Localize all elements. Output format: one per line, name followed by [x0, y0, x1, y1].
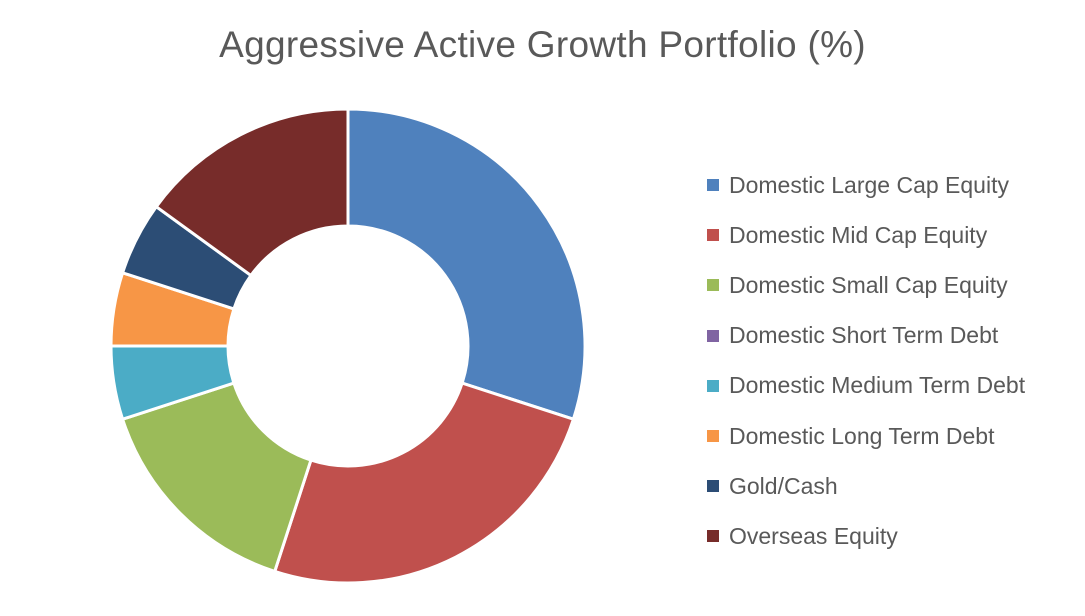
legend-item: Domestic Medium Term Debt — [707, 361, 1025, 411]
legend-label: Domestic Small Cap Equity — [729, 271, 1008, 298]
chart-title: Aggressive Active Growth Portfolio (%) — [219, 24, 866, 65]
slice-overseas-equity — [154, 107, 350, 278]
slice-domestic-large-cap-equity — [346, 107, 587, 422]
legend-item: Domestic Long Term Debt — [707, 411, 1025, 461]
slice-domestic-mid-cap-equity — [272, 381, 576, 585]
legend-swatch — [707, 530, 719, 543]
legend-item: Domestic Mid Cap Equity — [707, 210, 1025, 260]
legend-swatch — [707, 279, 719, 292]
legend-swatch — [707, 379, 719, 392]
legend-label: Domestic Large Cap Equity — [729, 171, 1009, 198]
legend-swatch — [707, 179, 719, 192]
legend-label: Overseas Equity — [729, 522, 898, 549]
legend-item: Domestic Large Cap Equity — [707, 160, 1025, 210]
legend-item: Domestic Small Cap Equity — [707, 260, 1025, 310]
legend-swatch — [707, 229, 719, 242]
legend-item: Gold/Cash — [707, 461, 1025, 511]
legend-swatch — [707, 430, 719, 443]
legend-item: Overseas Equity — [707, 511, 1025, 561]
legend-label: Gold/Cash — [729, 472, 838, 499]
slice-domestic-small-cap-equity — [120, 381, 313, 574]
legend-swatch — [707, 480, 719, 493]
doughnut-chart — [109, 107, 587, 585]
legend-label: Domestic Mid Cap Equity — [729, 221, 988, 248]
chart-legend: Domestic Large Cap Equity Domestic Mid Ca… — [707, 160, 1025, 562]
legend-label: Domestic Long Term Debt — [729, 422, 995, 449]
legend-label: Domestic Medium Term Debt — [729, 372, 1026, 399]
legend-item: Domestic Short Term Debt — [707, 311, 1025, 361]
legend-swatch — [707, 329, 719, 342]
legend-label: Domestic Short Term Debt — [729, 322, 999, 349]
